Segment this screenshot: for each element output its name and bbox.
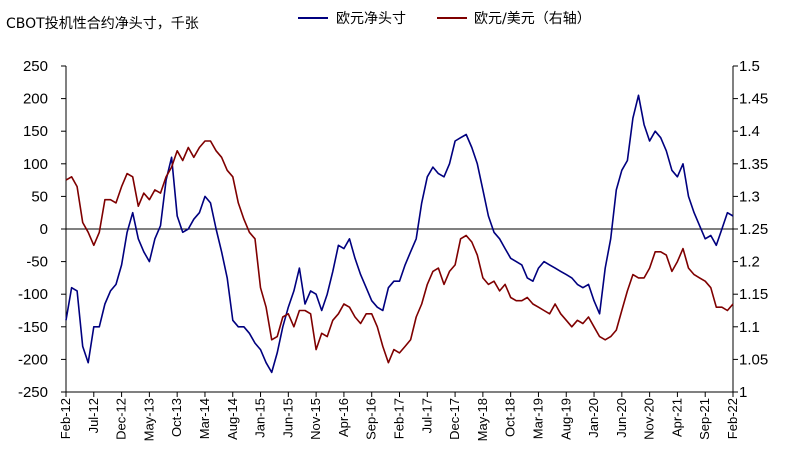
x-tick-label: Jul-17 [419,398,434,433]
x-tick-label: Jun-15 [280,398,295,438]
x-tick-label: Apr-16 [336,398,351,437]
y-left-tick-label: -150 [18,319,48,336]
x-tick-label: Mar-19 [530,398,545,439]
x-tick-label: May-18 [475,398,490,441]
y-right-tick-label: 1.35 [739,156,768,173]
y-left-tick-label: 50 [31,188,48,205]
legend: 欧元净头寸 欧元/美元（右轴） [298,11,591,27]
y-left-tick-label: -250 [18,384,48,401]
y-left-tick-label: 100 [23,156,48,173]
x-tick-label: Feb-17 [392,398,407,439]
x-tick-label: Aug-14 [225,398,240,440]
x-tick-label: Feb-22 [725,398,740,439]
y-right-tick-label: 1.45 [739,91,768,108]
x-tick-label: Feb-12 [58,398,73,439]
y-right-tick-label: 1.05 [739,351,768,368]
y-right-tick-label: 1.5 [739,58,760,75]
y-left-tick-label: 200 [23,91,48,108]
x-tick-label: Nov-15 [308,398,323,440]
y-left-tick-label: -100 [18,286,48,303]
series-line-eurusd [65,140,734,364]
x-tick-label: Oct-18 [503,398,518,437]
y-right-tick-label: 1.3 [739,188,760,205]
x-tick-label: Dec-17 [447,398,462,440]
y-right-tick-label: 1.15 [739,286,768,303]
y-left-tick-label: 150 [23,123,48,140]
axes: 250 200 150 100 50 0 -50 -100 -150 -200 -250 1.5 1.4… [18,58,768,441]
y-left-tick-label: 0 [40,221,48,238]
x-tick-label: Sep-21 [697,398,712,440]
x-tick-label: Sep-16 [364,398,379,440]
x-tick-label: Dec-12 [114,398,129,440]
x-tick-label: Oct-13 [169,398,184,437]
y-right-tick-label: 1.4 [739,123,760,140]
y-left-tick-label: 250 [23,58,48,75]
y-right-tick-label: 1 [739,384,747,401]
x-tick-label: Apr-21 [669,398,684,437]
chart-title: CBOT投机性合约净头寸，千张 [6,16,199,32]
x-tick-label: Nov-20 [642,398,657,440]
series-line-net-position [65,94,734,374]
x-tick-label: Jul-12 [86,398,101,433]
x-tick-label: Aug-19 [558,398,573,440]
y-right-tick-label: 1.25 [739,221,768,238]
y-left-tick-label: -200 [18,351,48,368]
x-tick-label: Jan-15 [253,398,268,438]
y-right-tick-label: 1.2 [739,254,760,271]
series-layer [65,94,734,374]
legend-label-net-position: 欧元净头寸 [336,11,406,27]
y-left-tick-label: -50 [26,254,48,271]
x-tick-label: Jan-20 [586,398,601,438]
x-tick-label: Mar-14 [197,398,212,439]
y-right-tick-label: 1.1 [739,319,760,336]
x-tick-label: Jun-20 [614,398,629,438]
legend-label-eurusd: 欧元/美元（右轴） [474,11,591,27]
x-tick-label: May-13 [141,398,156,441]
